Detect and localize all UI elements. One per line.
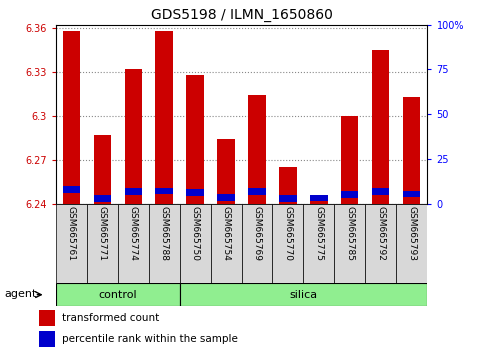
Bar	[372, 50, 389, 204]
Text: GSM665785: GSM665785	[345, 206, 355, 261]
Bar	[403, 191, 421, 198]
Bar	[341, 116, 358, 204]
Bar	[94, 135, 111, 204]
Text: GSM665788: GSM665788	[159, 206, 169, 261]
Text: GSM665774: GSM665774	[128, 206, 138, 261]
FancyBboxPatch shape	[366, 204, 397, 283]
Bar	[39, 331, 55, 347]
Text: GSM665775: GSM665775	[314, 206, 324, 261]
FancyBboxPatch shape	[180, 283, 427, 306]
Bar	[125, 188, 142, 195]
Text: GSM665771: GSM665771	[98, 206, 107, 261]
FancyBboxPatch shape	[86, 204, 117, 283]
Bar	[217, 194, 235, 201]
Text: silica: silica	[289, 290, 317, 300]
Bar	[186, 75, 203, 204]
Bar	[341, 192, 358, 198]
Bar	[186, 189, 203, 196]
Bar	[311, 195, 327, 201]
Bar	[217, 139, 235, 204]
FancyBboxPatch shape	[56, 204, 86, 283]
Title: GDS5198 / ILMN_1650860: GDS5198 / ILMN_1650860	[151, 8, 332, 22]
Text: GSM665770: GSM665770	[284, 206, 293, 261]
Bar	[62, 31, 80, 204]
FancyBboxPatch shape	[272, 204, 303, 283]
Bar	[156, 31, 172, 204]
Bar	[39, 310, 55, 326]
Text: transformed count: transformed count	[62, 313, 159, 323]
Text: GSM665754: GSM665754	[222, 206, 230, 261]
FancyBboxPatch shape	[242, 204, 272, 283]
FancyBboxPatch shape	[149, 204, 180, 283]
FancyBboxPatch shape	[303, 204, 334, 283]
Text: percentile rank within the sample: percentile rank within the sample	[62, 334, 238, 344]
Text: GSM665750: GSM665750	[190, 206, 199, 261]
Text: GSM665793: GSM665793	[408, 206, 416, 261]
FancyBboxPatch shape	[334, 204, 366, 283]
Bar	[248, 188, 266, 195]
Text: control: control	[98, 290, 137, 300]
Bar	[280, 167, 297, 204]
Text: GSM665761: GSM665761	[67, 206, 75, 261]
Bar	[403, 97, 421, 204]
Bar	[156, 188, 172, 194]
Text: agent: agent	[4, 289, 37, 298]
Bar	[125, 69, 142, 204]
Bar	[372, 188, 389, 195]
Bar	[311, 201, 327, 204]
Bar	[94, 195, 111, 202]
FancyBboxPatch shape	[397, 204, 427, 283]
FancyBboxPatch shape	[56, 283, 180, 306]
FancyBboxPatch shape	[211, 204, 242, 283]
Bar	[248, 95, 266, 204]
Text: GSM665792: GSM665792	[376, 206, 385, 261]
Bar	[62, 186, 80, 193]
Bar	[280, 195, 297, 202]
FancyBboxPatch shape	[117, 204, 149, 283]
FancyBboxPatch shape	[180, 204, 211, 283]
Text: GSM665769: GSM665769	[253, 206, 261, 261]
